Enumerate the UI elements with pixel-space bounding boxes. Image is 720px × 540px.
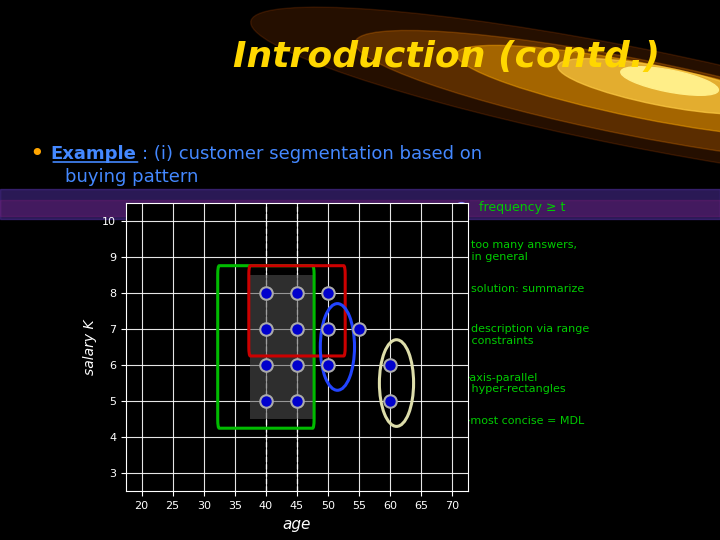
Text: • solution: summarize: • solution: summarize	[461, 284, 584, 294]
Text: Introduction (contd.): Introduction (contd.)	[233, 40, 660, 73]
Text: frequency ≥ t: frequency ≥ t	[479, 201, 565, 214]
Text: Example: Example	[50, 145, 136, 163]
Bar	[0, 189, 720, 219]
Text: : (i) customer segmentation based on: : (i) customer segmentation based on	[142, 145, 482, 163]
Ellipse shape	[558, 59, 720, 114]
Ellipse shape	[355, 30, 720, 164]
Bar	[0, 200, 720, 216]
Bar	[251, 275, 312, 419]
Ellipse shape	[456, 45, 720, 138]
Ellipse shape	[621, 67, 719, 95]
Text: •: •	[29, 142, 43, 166]
Text: • too many answers,
   in general: • too many answers, in general	[461, 240, 577, 262]
Y-axis label: salary K: salary K	[83, 319, 96, 375]
Text: • description via range
   constraints: • description via range constraints	[461, 324, 589, 346]
Ellipse shape	[251, 7, 720, 187]
Text: buying pattern: buying pattern	[65, 168, 198, 186]
Text: ⇒axis-parallel
   hyper-rectangles: ⇒axis-parallel hyper-rectangles	[461, 373, 565, 394]
X-axis label: age: age	[283, 517, 311, 532]
Text: ⇒most concise = MDL: ⇒most concise = MDL	[461, 416, 584, 426]
